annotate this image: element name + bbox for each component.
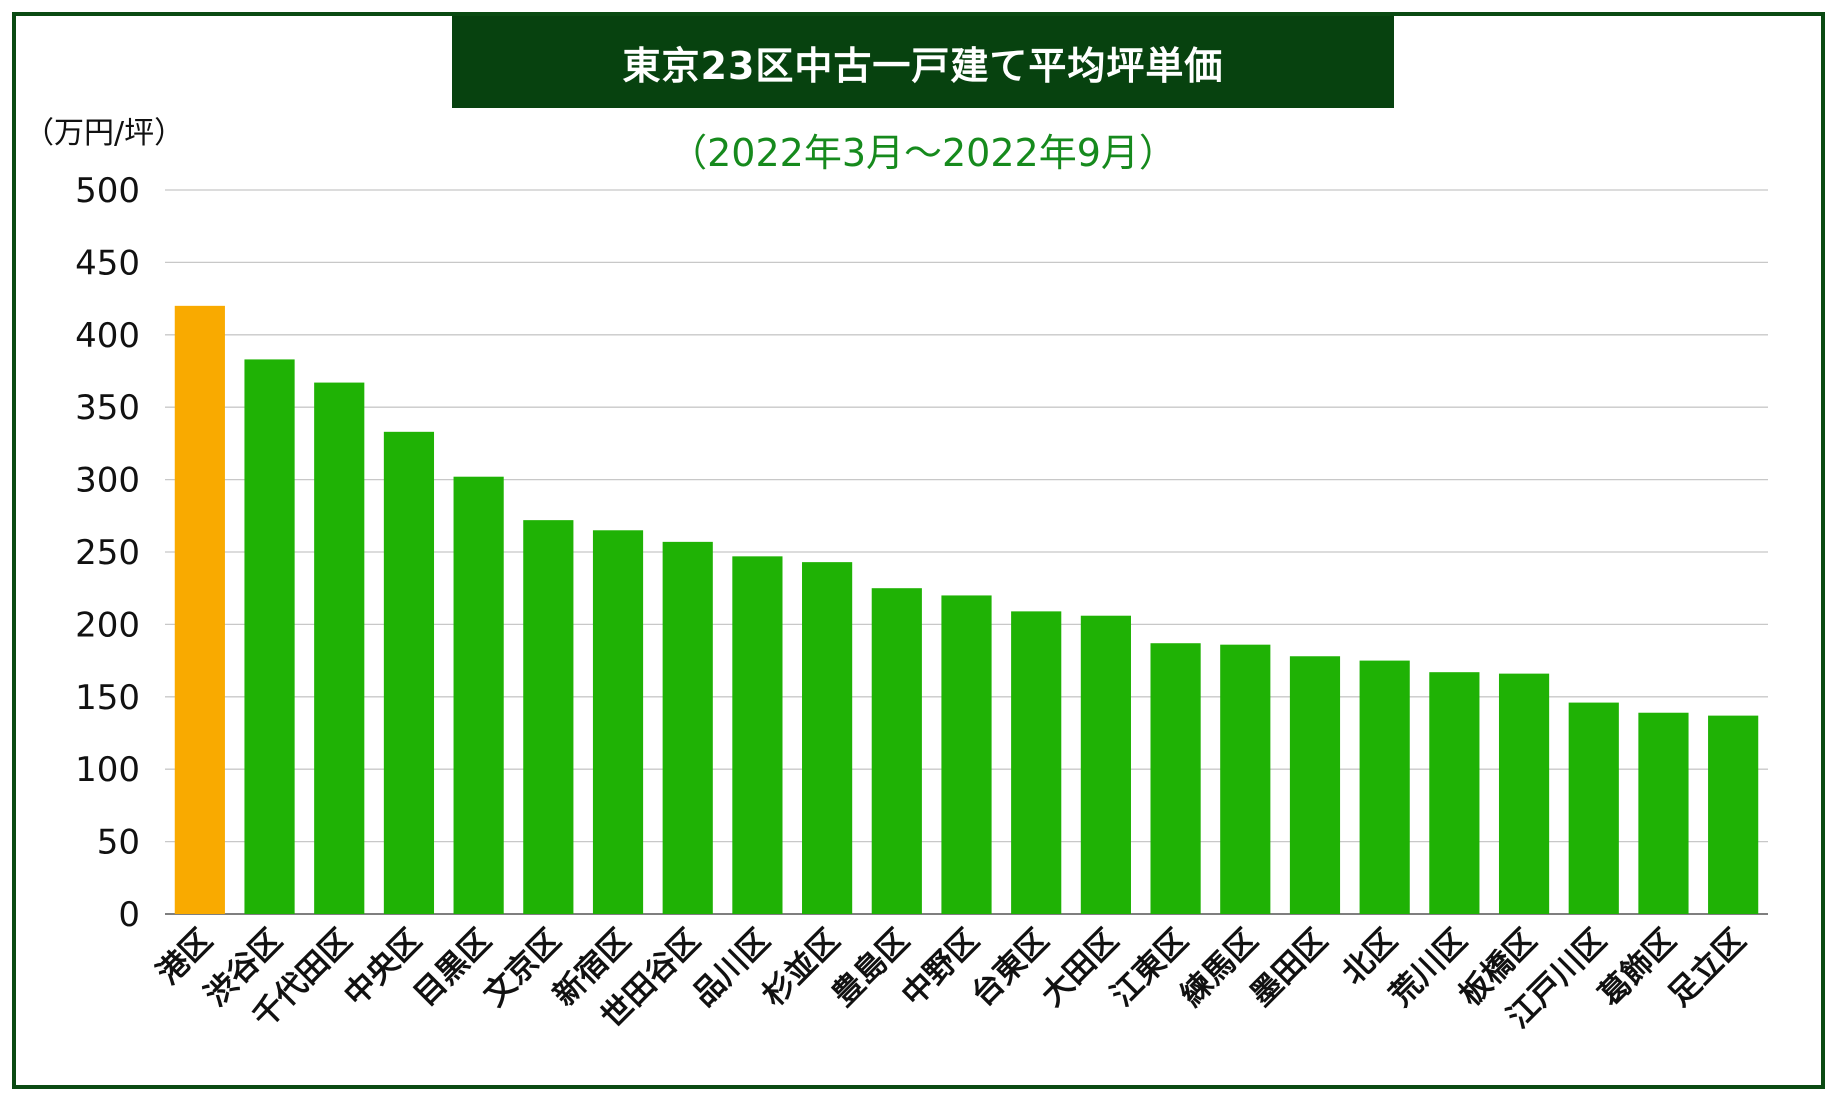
x-tick-label: 墨田区 [1243,922,1334,1013]
chart-title: 東京23区中古一戸建て平均坪単価 [622,43,1224,88]
bar [1498,673,1550,914]
bar [732,556,783,914]
bar [523,520,574,914]
chart-title-bar: 東京23区中古一戸建て平均坪単価 [452,16,1394,108]
bar [1011,611,1062,914]
y-tick-label: 150 [75,678,140,718]
y-tick-label: 500 [75,171,140,211]
bar [1080,615,1131,914]
x-tick-label: 練馬区 [1174,922,1265,1013]
bar [1708,715,1759,914]
x-tick-label: 目黒区 [407,922,498,1013]
x-tick-label: 品川区 [686,922,777,1013]
bar [174,305,225,915]
bar [592,530,644,914]
bar [802,562,853,914]
bar [1638,712,1689,914]
bar [453,476,504,914]
x-tick-label: 荒川区 [1383,922,1474,1013]
x-tick-label: 大田区 [1034,922,1125,1013]
y-tick-label: 450 [75,243,140,283]
bar [1568,702,1619,914]
bar [941,595,992,914]
x-tick-label: 杉並区 [756,922,847,1013]
bar [1359,660,1410,914]
bar [1429,672,1480,914]
y-tick-label: 50 [97,823,140,863]
bar [1220,644,1271,914]
y-tick-label: 200 [75,605,140,645]
chart-subtitle: （2022年3月〜2022年9月） [669,131,1177,175]
bar [383,431,435,914]
bar [1289,656,1341,914]
x-tick-label: 豊島区 [825,922,916,1013]
y-tick-label: 300 [75,461,140,501]
bar [314,382,365,915]
x-tick-label: 台東区 [965,922,1056,1013]
y-tick-label: 350 [75,388,140,428]
bar [871,588,922,914]
x-tick-label: 文京区 [477,922,568,1013]
y-tick-label: 400 [75,316,140,356]
x-tick-label: 江東区 [1104,922,1195,1013]
bar [244,359,295,914]
x-tick-label: 中央区 [337,922,428,1013]
bar [662,541,713,914]
x-tick-label: 葛飾区 [1592,922,1683,1013]
bar [1150,643,1201,914]
y-tick-label: 0 [118,895,140,935]
y-tick-label: 250 [75,533,140,573]
x-tick-label: 足立区 [1662,922,1753,1013]
y-axis-unit-label: （万円/坪） [24,116,185,151]
y-tick-label: 100 [75,750,140,790]
x-tick-label: 中野区 [895,922,986,1013]
